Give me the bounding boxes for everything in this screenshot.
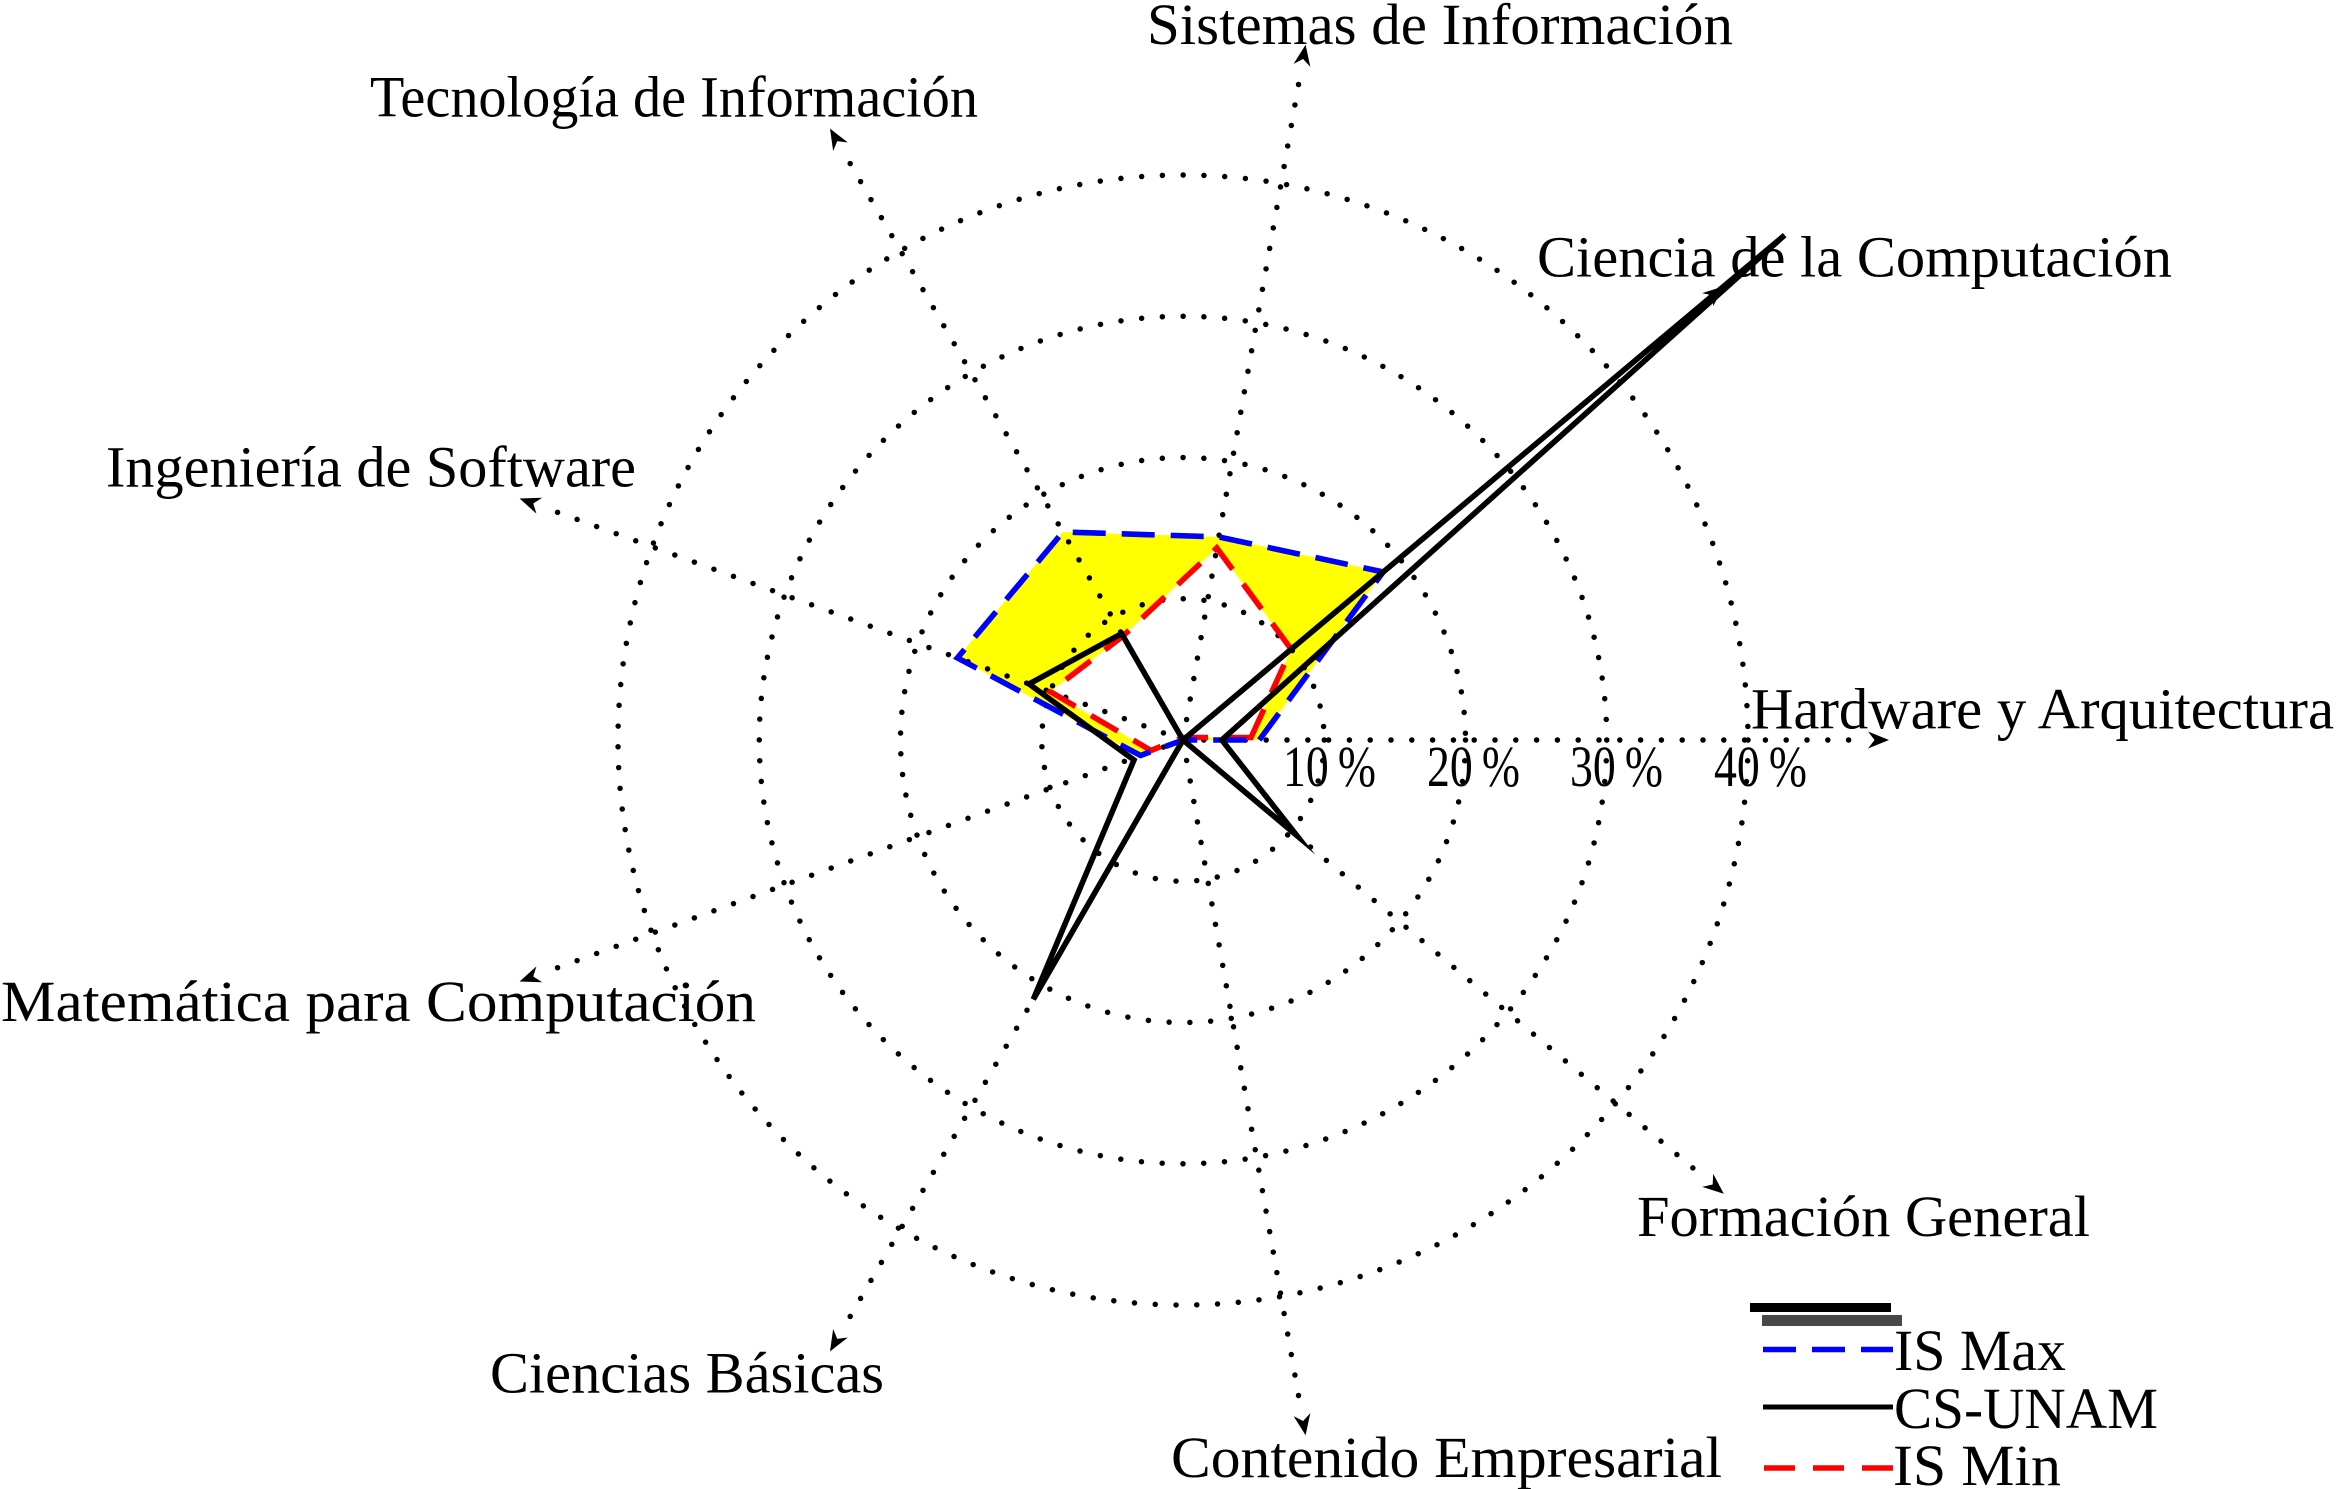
- svg-text:Matemática para Computación: Matemática para Computación: [1, 969, 756, 1034]
- svg-text:Tecnología de Información: Tecnología de Información: [370, 65, 978, 130]
- svg-text:10 %: 10 %: [1283, 734, 1376, 799]
- svg-text:Ingeniería de Software: Ingeniería de Software: [106, 435, 636, 500]
- svg-text:IS Min: IS Min: [1893, 1433, 2061, 1489]
- svg-text:Hardware y Arquitectura: Hardware y Arquitectura: [1751, 677, 2334, 742]
- svg-text:CS-UNAM: CS-UNAM: [1894, 1376, 2158, 1441]
- svg-text:Ciencias Básicas: Ciencias Básicas: [490, 1341, 884, 1406]
- svg-text:Contenido Empresarial: Contenido Empresarial: [1171, 1425, 1722, 1489]
- svg-text:Formación General: Formación General: [1637, 1184, 2090, 1249]
- svg-text:30 %: 30 %: [1570, 734, 1663, 799]
- svg-text:40 %: 40 %: [1714, 734, 1807, 799]
- svg-text:20 %: 20 %: [1427, 734, 1520, 799]
- svg-text:Ciencia de la Computación: Ciencia de la Computación: [1537, 225, 2172, 290]
- svg-text:IS Max: IS Max: [1894, 1318, 2066, 1383]
- svg-text:Sistemas de Información: Sistemas de Información: [1147, 0, 1733, 57]
